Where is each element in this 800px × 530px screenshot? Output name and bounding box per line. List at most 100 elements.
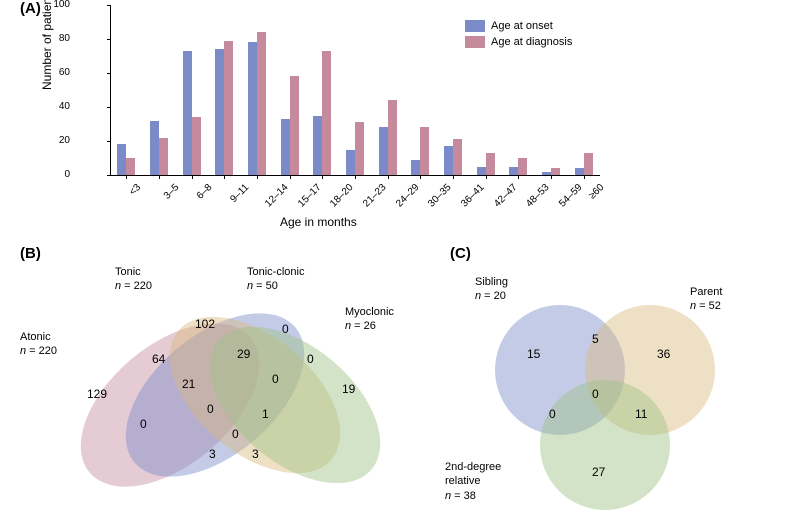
venn-set-label: Siblingn = 20 (475, 275, 508, 304)
venn-region-value: 0 (207, 402, 214, 416)
venn-region-value: 0 (282, 322, 289, 336)
venn-set-label: Tonicn = 220 (115, 265, 152, 294)
venn-region-value: 36 (657, 347, 670, 361)
x-tick-mark (584, 175, 585, 179)
x-tick-label: 42–47 (492, 182, 519, 209)
venn-region-value: 21 (182, 377, 195, 391)
venn-region-value: 3 (252, 447, 259, 461)
bar (420, 127, 429, 175)
x-tick-mark (518, 175, 519, 179)
venn-region-value: 5 (592, 332, 599, 346)
x-tick-label: 30–35 (426, 182, 453, 209)
venn-set-label: Tonic-clonicn = 50 (247, 265, 304, 294)
y-tick-label: 0 (40, 169, 70, 180)
bar (551, 168, 560, 175)
bar (411, 160, 420, 175)
x-tick-mark (257, 175, 258, 179)
x-tick-mark (355, 175, 356, 179)
x-tick-mark (388, 175, 389, 179)
bar (322, 51, 331, 175)
x-tick-label: 9–11 (229, 182, 252, 205)
x-tick-label: 21–23 (361, 182, 388, 209)
bar (313, 116, 322, 176)
bar (192, 117, 201, 175)
venn-region-value: 0 (549, 407, 556, 421)
venn-region-value: 0 (140, 417, 147, 431)
venn-region-value: 0 (592, 387, 599, 401)
bar (509, 167, 518, 176)
bar (126, 158, 135, 175)
legend-item-diagnosis: Age at diagnosis (465, 36, 572, 48)
legend-swatch-onset (465, 20, 485, 32)
bar (444, 146, 453, 175)
x-tick-label: ≥60 (587, 182, 607, 202)
bar (477, 167, 486, 176)
y-tick-mark (107, 175, 110, 176)
bar (584, 153, 593, 175)
venn-region-value: 15 (527, 347, 540, 361)
venn-region-value: 64 (152, 352, 165, 366)
x-tick-label: 36–41 (459, 182, 486, 209)
venn-b: Atonicn = 220Tonicn = 220Tonic-clonicn =… (20, 255, 440, 525)
venn-region-value: 3 (209, 447, 216, 461)
panel-a-label: (A) (20, 0, 41, 17)
bar (290, 76, 299, 175)
y-tick-label: 60 (40, 67, 70, 78)
bar (388, 100, 397, 175)
x-tick-mark (453, 175, 454, 179)
y-tick-label: 20 (40, 135, 70, 146)
bar (248, 42, 257, 175)
x-tick-mark (486, 175, 487, 179)
x-axis-title: Age in months (280, 215, 357, 229)
venn-region-value: 129 (87, 387, 107, 401)
venn-set-label: 2nd-degreerelativen = 38 (445, 460, 501, 503)
bar (518, 158, 527, 175)
x-tick-label: 15–17 (296, 182, 323, 209)
bar (355, 122, 364, 175)
legend: Age at onset Age at diagnosis (465, 20, 572, 52)
x-tick-mark (551, 175, 552, 179)
panel-a: (A) Number of patients 020406080100 <33–… (20, 0, 780, 225)
panel-c: (C) Siblingn = 20Parentn = 522nd-degreer… (450, 255, 790, 525)
bar (159, 138, 168, 175)
y-tick-label: 80 (40, 33, 70, 44)
bar (346, 150, 355, 176)
y-tick-label: 40 (40, 101, 70, 112)
venn-region-value: 11 (635, 407, 647, 421)
x-tick-label: 54–59 (557, 182, 584, 209)
bar (150, 121, 159, 175)
bar (117, 144, 126, 175)
venn-region-value: 0 (232, 427, 239, 441)
x-tick-label: <3 (128, 182, 144, 198)
panel-b: (B) Atonicn = 220Tonicn = 220Tonic-cloni… (20, 255, 440, 525)
x-tick-label: 12–14 (263, 182, 290, 209)
x-tick-mark (126, 175, 127, 179)
x-tick-label: 3–5 (162, 182, 182, 202)
x-tick-mark (322, 175, 323, 179)
venn-region-value: 27 (592, 465, 605, 479)
venn-region-value: 102 (195, 317, 215, 331)
y-tick-label: 100 (40, 0, 70, 10)
bar (183, 51, 192, 175)
venn-region-value: 0 (307, 352, 314, 366)
venn-region-value: 29 (237, 347, 250, 361)
x-tick-label: 6–8 (195, 182, 215, 202)
x-tick-mark (192, 175, 193, 179)
legend-text-onset: Age at onset (491, 20, 553, 32)
bar (215, 49, 224, 175)
legend-swatch-diagnosis (465, 36, 485, 48)
bar (575, 168, 584, 175)
venn-c: Siblingn = 20Parentn = 522nd-degreerelat… (450, 255, 790, 525)
venn-region-value: 19 (342, 382, 355, 396)
x-tick-mark (290, 175, 291, 179)
bar (486, 153, 495, 175)
bar (257, 32, 266, 175)
venn-region-value: 0 (272, 372, 279, 386)
legend-item-onset: Age at onset (465, 20, 572, 32)
x-tick-mark (159, 175, 160, 179)
legend-text-diagnosis: Age at diagnosis (491, 36, 572, 48)
venn-region-value: 1 (262, 407, 269, 421)
x-tick-label: 24–29 (394, 182, 421, 209)
bar (224, 41, 233, 175)
x-tick-label: 48–53 (524, 182, 551, 209)
